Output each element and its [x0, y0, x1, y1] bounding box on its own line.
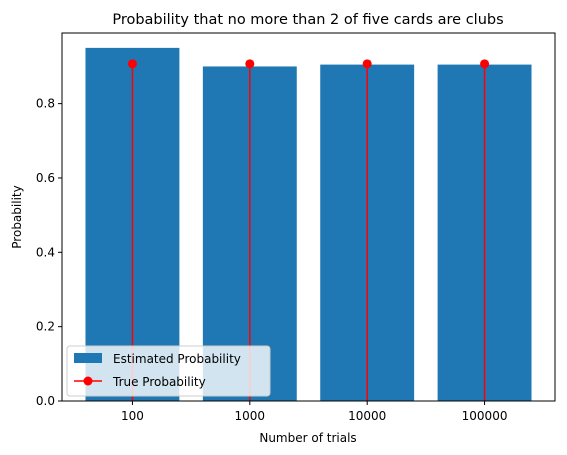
y-tick-label-2: 0.4 [36, 245, 55, 259]
stem-marker-100 [127, 59, 137, 69]
legend-swatch-true-marker [83, 376, 93, 386]
y-axis-label: Probability [10, 185, 24, 248]
plot-area [85, 47, 532, 402]
stem-marker-100000 [480, 59, 490, 69]
axes-frame [61, 32, 556, 402]
stem-marker-10000 [362, 59, 372, 69]
y-tick-label-1: 0.2 [36, 320, 55, 334]
x-axis: 100 1000 10000 100000 [121, 401, 508, 423]
legend-swatch-estimated [74, 353, 102, 363]
stem-marker-1000 [245, 59, 255, 69]
legend-label-estimated: Estimated Probability [113, 352, 241, 366]
y-tick-label-0: 0.0 [36, 394, 55, 408]
x-axis-label: Number of trials [259, 431, 356, 445]
chart-title: Probability that no more than 2 of five … [112, 12, 503, 28]
y-tick-label-4: 0.8 [36, 97, 55, 111]
x-tick-label-1000: 1000 [235, 409, 266, 423]
x-tick-label-100: 100 [121, 409, 144, 423]
legend-label-true: True Probability [112, 375, 206, 389]
legend-box [66, 345, 271, 397]
y-axis: 0.0 0.2 0.4 0.6 0.8 [36, 97, 62, 408]
y-tick-label-3: 0.6 [36, 171, 55, 185]
x-tick-label-100000: 100000 [462, 409, 508, 423]
x-tick-label-10000: 10000 [348, 409, 386, 423]
legend: Estimated Probability True Probability [66, 345, 271, 397]
